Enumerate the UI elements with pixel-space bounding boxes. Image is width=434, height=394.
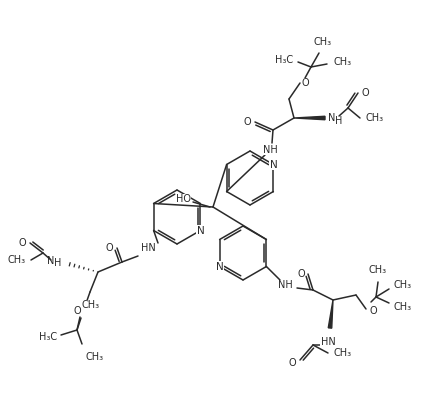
Text: H: H bbox=[54, 258, 61, 268]
Text: O: O bbox=[297, 269, 305, 279]
Text: CH₃: CH₃ bbox=[85, 352, 103, 362]
Text: CH₃: CH₃ bbox=[394, 302, 412, 312]
Text: N: N bbox=[197, 225, 204, 236]
Text: O: O bbox=[369, 306, 377, 316]
Text: CH₃: CH₃ bbox=[333, 348, 351, 358]
Text: CH₃: CH₃ bbox=[394, 280, 412, 290]
Text: H₃C: H₃C bbox=[39, 332, 57, 342]
Text: CH₃: CH₃ bbox=[82, 300, 100, 310]
Text: CH₃: CH₃ bbox=[8, 255, 26, 265]
Text: NH: NH bbox=[263, 145, 277, 155]
Text: O: O bbox=[243, 117, 251, 127]
Text: N: N bbox=[270, 160, 277, 169]
Text: O: O bbox=[18, 238, 26, 248]
Text: O: O bbox=[73, 306, 81, 316]
Polygon shape bbox=[294, 116, 325, 120]
Text: O: O bbox=[288, 358, 296, 368]
Text: N: N bbox=[328, 113, 335, 123]
Text: O: O bbox=[361, 88, 368, 98]
Text: N: N bbox=[46, 256, 54, 266]
Text: N: N bbox=[216, 262, 224, 271]
Text: HN: HN bbox=[321, 337, 335, 347]
Text: CH₃: CH₃ bbox=[333, 57, 351, 67]
Text: CH₃: CH₃ bbox=[369, 265, 387, 275]
Text: H₃C: H₃C bbox=[275, 55, 293, 65]
Text: HO: HO bbox=[176, 194, 191, 204]
Text: CH₃: CH₃ bbox=[314, 37, 332, 47]
Polygon shape bbox=[328, 300, 333, 328]
Text: CH₃: CH₃ bbox=[365, 113, 383, 123]
Text: O: O bbox=[105, 243, 113, 253]
Text: H: H bbox=[335, 116, 342, 126]
Text: HN: HN bbox=[141, 243, 155, 253]
Text: O: O bbox=[301, 78, 309, 88]
Text: NH: NH bbox=[278, 280, 293, 290]
